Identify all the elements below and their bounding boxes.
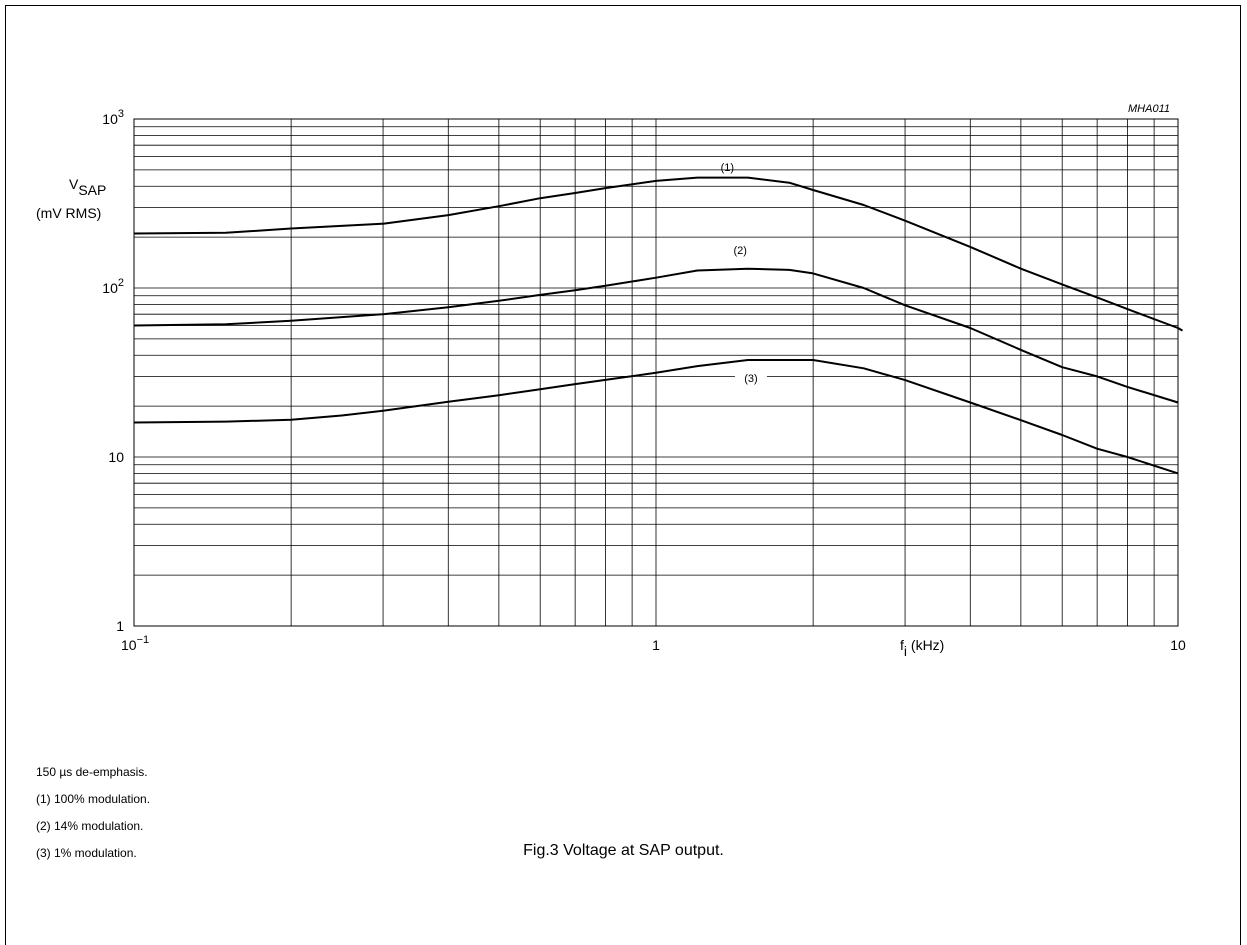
y-tick-label: 102 [102, 277, 124, 296]
series-line-1 [134, 176, 1184, 332]
figure-frame [5, 5, 1241, 945]
y-axis-unit: (mV RMS) [36, 205, 101, 221]
series-label-2: (2) [734, 245, 747, 257]
chart-series [134, 176, 1184, 475]
figure-caption: Fig.3 Voltage at SAP output. [523, 842, 724, 859]
series-line-2 [134, 267, 1179, 404]
y-tick-label: 103 [102, 108, 124, 127]
x-tick-label: 1 [652, 637, 660, 653]
series-label-bg [734, 369, 767, 386]
chart-grid [133, 118, 1179, 627]
x-tick-label: 10 [1170, 637, 1186, 653]
y-tick-label: 1 [116, 618, 124, 634]
series-label-1: (1) [721, 162, 734, 174]
y-tick-label: 10 [108, 449, 124, 465]
series-line-3 [134, 359, 1179, 475]
x-tick-label: 10−1 [121, 634, 149, 653]
note-de-emphasis: 150 µs de-emphasis. [36, 765, 148, 779]
note-series-3: (3) 1% modulation. [36, 846, 137, 860]
figure-code: MHA011 [1128, 103, 1170, 115]
y-axis-label: VSAP [69, 176, 106, 198]
x-axis-label: fi (kHz) [900, 637, 944, 659]
series-label-3: (3) [744, 373, 757, 385]
note-series-2: (2) 14% modulation. [36, 819, 144, 833]
note-series-1: (1) 100% modulation. [36, 792, 151, 806]
